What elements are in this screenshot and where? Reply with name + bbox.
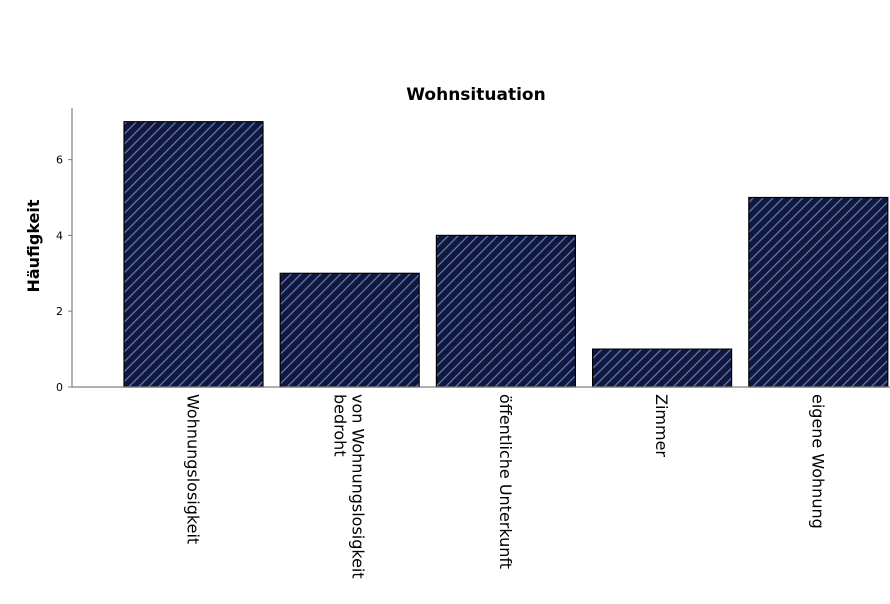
x-category-label: öffentliche Unterkunft bbox=[496, 394, 515, 569]
bars bbox=[123, 121, 889, 388]
bar bbox=[591, 348, 733, 388]
x-category-label: bedroht bbox=[331, 394, 350, 457]
y-tick-label: 4 bbox=[56, 229, 63, 242]
x-category-label: von Wohnungslosigkeit bbox=[349, 394, 368, 579]
bar bbox=[435, 234, 576, 388]
category-labels: Wohnungslosigkeit von Wohnungslosigkeitbe… bbox=[184, 394, 828, 579]
bar bbox=[748, 196, 889, 388]
y-axis-ticks: 0 2 4 6 bbox=[56, 154, 72, 394]
y-tick-label: 6 bbox=[56, 154, 63, 167]
chart-title: Wohnsituation bbox=[406, 85, 545, 105]
y-tick-label: 0 bbox=[56, 381, 63, 394]
y-axis-label: Häufigkeit bbox=[24, 199, 43, 292]
x-category-label: Zimmer bbox=[652, 394, 671, 457]
bar bbox=[123, 121, 264, 388]
x-category-label: Wohnungslosigkeit bbox=[184, 394, 203, 544]
x-category-label: eigene Wohnung bbox=[808, 394, 827, 529]
bar bbox=[279, 272, 420, 388]
y-tick-label: 2 bbox=[56, 305, 63, 318]
